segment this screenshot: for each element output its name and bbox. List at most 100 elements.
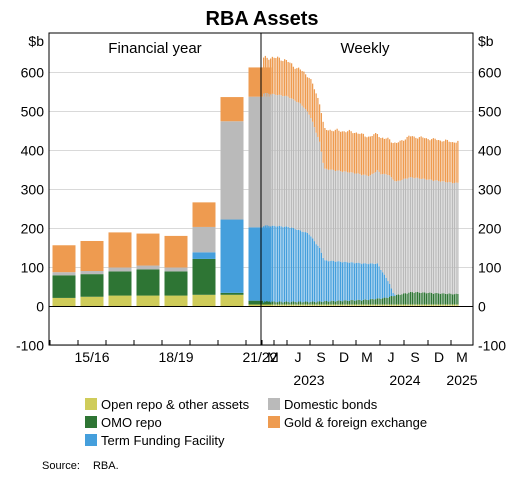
y-tick-label-right: 600: [478, 65, 502, 81]
weekly-bar-segment: [455, 182, 457, 294]
weekly-bar-segment: [263, 226, 265, 303]
weekly-bar-segment: [294, 100, 296, 230]
weekly-bar-segment: [427, 179, 429, 293]
panel-label-weekly: Weekly: [341, 40, 390, 57]
weekly-bar-segment: [359, 304, 361, 307]
weekly-bar-segment: [331, 304, 333, 307]
weekly-bar-segment: [418, 178, 421, 293]
weekly-bar-segment: [271, 301, 274, 305]
weekly-bar-segment: [336, 128, 338, 171]
weekly-bar-segment: [394, 294, 396, 296]
weekly-bar-segment: [408, 292, 410, 305]
weekly-bar-segment: [364, 174, 366, 264]
weekly-bar-segment: [292, 304, 295, 307]
weekly-bar-segment: [306, 111, 309, 233]
weekly-bar-segment: [292, 301, 295, 305]
weekly-bar-segment: [383, 304, 386, 307]
weekly-bar-segment: [312, 83, 314, 122]
weekly-bar-segment: [455, 293, 457, 305]
weekly-bar-segment: [410, 304, 412, 307]
bar-segment: [136, 233, 160, 266]
weekly-bar-segment: [350, 172, 352, 263]
weekly-bar-segment: [313, 241, 316, 302]
weekly-bar-segment: [278, 57, 281, 95]
weekly-bar-segment: [385, 297, 387, 305]
weekly-bar-segment: [368, 264, 370, 301]
weekly-bar-segment: [361, 133, 363, 176]
weekly-bar-segment: [439, 181, 442, 294]
weekly-bar-segment: [382, 272, 384, 299]
weekly-bar-segment: [366, 299, 368, 305]
weekly-bar-segment: [334, 171, 337, 262]
weekly-bar-segment: [270, 302, 272, 305]
weekly-bar-segment: [310, 236, 312, 302]
weekly-bar-segment: [368, 176, 370, 265]
bar-segment: [80, 296, 104, 307]
weekly-bar-segment: [411, 136, 414, 178]
weekly-bar-segment: [411, 304, 414, 307]
weekly-bar-segment: [347, 304, 349, 307]
weekly-bar-segment: [317, 97, 319, 137]
weekly-bar-segment: [371, 304, 373, 307]
weekly-bar-segment: [338, 130, 340, 171]
weekly-bar-segment: [294, 229, 296, 302]
weekly-bar-segment: [301, 302, 303, 305]
weekly-bar-segment: [359, 133, 361, 175]
legend-swatch: [268, 398, 280, 410]
weekly-bar-segment: [313, 301, 316, 305]
weekly-bar-segment: [331, 260, 333, 301]
axes: Financial year Weekly: [48, 32, 474, 346]
weekly-bar-segment: [446, 294, 449, 305]
bar-segment: [220, 294, 244, 307]
weekly-bar-segment: [452, 142, 454, 184]
weekly-bar-segment: [438, 140, 440, 181]
weekly-bar-segment: [303, 304, 305, 307]
weekly-bar-segment: [427, 139, 429, 180]
weekly-bar-segment: [285, 301, 288, 305]
weekly-bar-segment: [390, 142, 393, 178]
weekly-bar-segment: [338, 261, 340, 301]
bar-segment: [192, 202, 216, 227]
weekly-bar-segment: [404, 139, 407, 179]
x-tick-label-fy: 21/22: [242, 349, 277, 365]
weekly-bar-segment: [312, 238, 314, 302]
weekly-bar-segment: [296, 304, 298, 307]
weekly-bar-segment: [380, 138, 382, 175]
weekly-bar-segment: [448, 293, 450, 305]
weekly-bar-segment: [280, 95, 282, 227]
weekly-bar-segment: [378, 266, 380, 299]
weekly-bar-segment: [287, 301, 289, 305]
weekly-bar-segment: [345, 171, 347, 262]
unit-label-left: $b: [28, 33, 44, 49]
y-tick-label-right: -100: [478, 338, 506, 354]
bar-segment: [52, 272, 76, 276]
weekly-bar-segment: [415, 304, 417, 307]
weekly-bar-segment: [275, 302, 277, 305]
weekly-bar-segment: [306, 301, 309, 305]
weekly-bar-segment: [376, 304, 379, 307]
weekly-bar-segment: [285, 95, 288, 227]
weekly-bar-segment: [364, 304, 366, 307]
weekly-bar-segment: [445, 293, 447, 305]
weekly-bar-segment: [432, 180, 435, 294]
weekly-bar-segment: [278, 94, 281, 226]
weekly-bar-segment: [299, 230, 302, 302]
weekly-bar-segment: [310, 304, 312, 307]
weekly-bar-segment: [273, 57, 275, 95]
x-tick-label-weekly: J: [295, 349, 302, 365]
y-tick-label-left: 0: [36, 299, 44, 315]
weekly-bar-segment: [355, 132, 358, 174]
weekly-bar-segment: [294, 301, 296, 305]
weekly-bar-segment: [369, 175, 372, 264]
bar-segment: [248, 227, 272, 301]
weekly-bar-segment: [329, 129, 331, 170]
weekly-bar-segment: [446, 304, 449, 307]
weekly-bar-segment: [401, 294, 403, 305]
bar-segment: [248, 96, 272, 228]
weekly-bar-segment: [264, 225, 267, 302]
weekly-bar-segment: [329, 261, 331, 302]
weekly-bar-segment: [373, 304, 375, 307]
weekly-bar-segment: [403, 140, 405, 179]
weekly-bar-segment: [389, 283, 391, 297]
weekly-bar-segment: [319, 141, 321, 248]
